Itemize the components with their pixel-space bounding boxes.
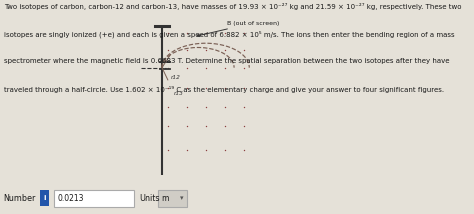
Text: Two isotopes of carbon, carbon-12 and carbon-13, have masses of 19.93 × 10⁻²⁷ kg: Two isotopes of carbon, carbon-12 and ca… <box>4 3 461 10</box>
Text: 0.0213: 0.0213 <box>58 194 84 203</box>
Text: Number: Number <box>4 194 36 203</box>
Text: r13: r13 <box>173 91 183 96</box>
Text: isotopes are singly ionized (+e) and each is given a speed of 6.882 × 10⁵ m/s. T: isotopes are singly ionized (+e) and eac… <box>4 30 455 38</box>
FancyBboxPatch shape <box>158 190 187 207</box>
Text: r12: r12 <box>171 75 181 80</box>
Text: spectrometer where the magnetic field is 0.6683 T. Determine the spatial separat: spectrometer where the magnetic field is… <box>4 58 449 64</box>
FancyBboxPatch shape <box>40 190 48 206</box>
Text: Units: Units <box>139 194 160 203</box>
Text: i: i <box>43 195 46 201</box>
Text: m: m <box>161 194 169 203</box>
Text: traveled through a half-circle. Use 1.602 × 10⁻¹⁹ C as the elementary charge and: traveled through a half-circle. Use 1.60… <box>4 86 444 93</box>
FancyBboxPatch shape <box>54 190 134 207</box>
Text: ▾: ▾ <box>180 195 184 201</box>
Text: B (out of screen): B (out of screen) <box>197 21 279 37</box>
